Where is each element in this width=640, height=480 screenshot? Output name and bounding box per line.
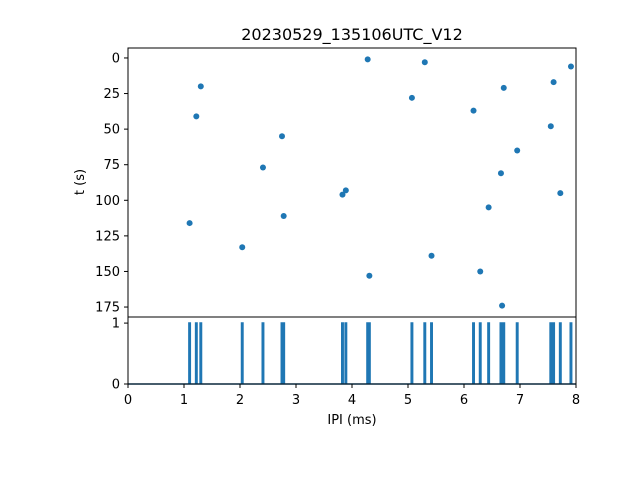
scatter-point	[547, 123, 554, 130]
y-tick-label: 100	[95, 194, 120, 209]
scatter-marks	[186, 56, 574, 309]
y-tick-label: 150	[95, 265, 120, 280]
scatter-point	[567, 63, 574, 70]
scatter-point	[421, 59, 428, 66]
scatter-point	[470, 107, 477, 114]
scatter-point	[197, 83, 204, 90]
y-tick-label: 0	[112, 378, 120, 393]
scatter-point	[428, 252, 435, 259]
scatter-point	[259, 164, 266, 171]
x-tick-label: 7	[516, 393, 524, 408]
x-axis: 0 1 2 3 4 5 6 7 8	[124, 384, 580, 408]
scatter-point	[477, 268, 484, 275]
pulse-series-line	[128, 322, 576, 385]
scatter-point	[499, 302, 506, 309]
x-tick-label: 8	[572, 393, 580, 408]
scatter-point	[364, 56, 371, 63]
scatter-point	[280, 212, 287, 219]
chart-title: 20230529_135106UTC_V12	[241, 25, 463, 45]
top-y-axis: 0 25 50 75 100 125 150 175	[95, 51, 128, 316]
x-tick-label: 5	[404, 393, 412, 408]
x-tick-label: 6	[460, 393, 468, 408]
y-tick-label: 175	[95, 301, 120, 316]
y-tick-label: 0	[112, 51, 120, 66]
x-axis-label: IPI (ms)	[327, 413, 376, 428]
y-axis-label: t (s)	[73, 169, 88, 195]
scatter-point	[500, 84, 507, 91]
scatter-point	[342, 187, 349, 194]
scatter-point	[239, 244, 246, 251]
y-tick-label: 125	[95, 229, 120, 244]
y-tick-label: 25	[103, 87, 120, 102]
y-tick-label: 50	[103, 123, 120, 138]
x-tick-label: 2	[236, 393, 244, 408]
scatter-point	[279, 133, 285, 140]
scatter-point	[193, 113, 200, 120]
x-tick-label: 0	[124, 393, 132, 408]
top-plot-frame	[127, 47, 577, 318]
scatter-point	[186, 220, 193, 227]
scatter-point	[366, 272, 373, 279]
x-tick-label: 1	[180, 393, 188, 408]
x-tick-label: 4	[348, 393, 356, 408]
bottom-y-axis: 01	[112, 317, 128, 393]
scatter-point	[497, 170, 504, 177]
pulse-line	[128, 322, 576, 385]
scatter-point	[485, 204, 492, 211]
x-tick-label: 3	[292, 393, 300, 408]
y-tick-label: 75	[103, 158, 120, 173]
scatter-point	[514, 147, 521, 154]
scatter-point	[339, 191, 346, 198]
scatter-point	[408, 94, 415, 101]
y-tick-label: 1	[112, 317, 120, 332]
scatter-point	[550, 79, 557, 86]
scatter-point	[557, 190, 564, 197]
